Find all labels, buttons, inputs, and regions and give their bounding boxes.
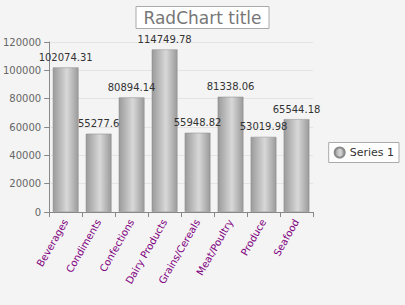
svg-text:Series 1: Series 1 <box>350 146 394 159</box>
svg-text:Dairy Products: Dairy Products <box>123 217 170 286</box>
svg-text:Produce: Produce <box>239 217 269 257</box>
svg-text:55948.82: 55948.82 <box>174 117 222 128</box>
svg-text:100000: 100000 <box>3 65 41 76</box>
svg-text:65544.18: 65544.18 <box>273 104 321 115</box>
svg-text:114749.78: 114749.78 <box>138 34 192 45</box>
svg-text:55277.6: 55277.6 <box>78 118 119 129</box>
svg-text:Grains/Cereals: Grains/Cereals <box>156 217 202 286</box>
svg-text:20000: 20000 <box>9 178 41 189</box>
svg-text:Condiments: Condiments <box>64 217 103 274</box>
svg-text:Confections: Confections <box>97 217 136 274</box>
svg-text:Meat/Poultry: Meat/Poultry <box>194 217 235 277</box>
svg-text:Seafood: Seafood <box>271 217 301 258</box>
svg-text:81338.06: 81338.06 <box>207 81 255 92</box>
svg-text:Beverages: Beverages <box>34 217 70 268</box>
svg-text:60000: 60000 <box>9 122 41 133</box>
svg-text:RadChart title: RadChart title <box>143 8 261 28</box>
svg-text:53019.98: 53019.98 <box>240 121 288 132</box>
svg-text:80000: 80000 <box>9 93 41 104</box>
svg-text:102074.31: 102074.31 <box>39 52 93 63</box>
svg-text:120000: 120000 <box>3 37 41 48</box>
svg-text:80894.14: 80894.14 <box>108 82 156 93</box>
svg-text:0: 0 <box>35 207 41 218</box>
svg-text:40000: 40000 <box>9 150 41 161</box>
